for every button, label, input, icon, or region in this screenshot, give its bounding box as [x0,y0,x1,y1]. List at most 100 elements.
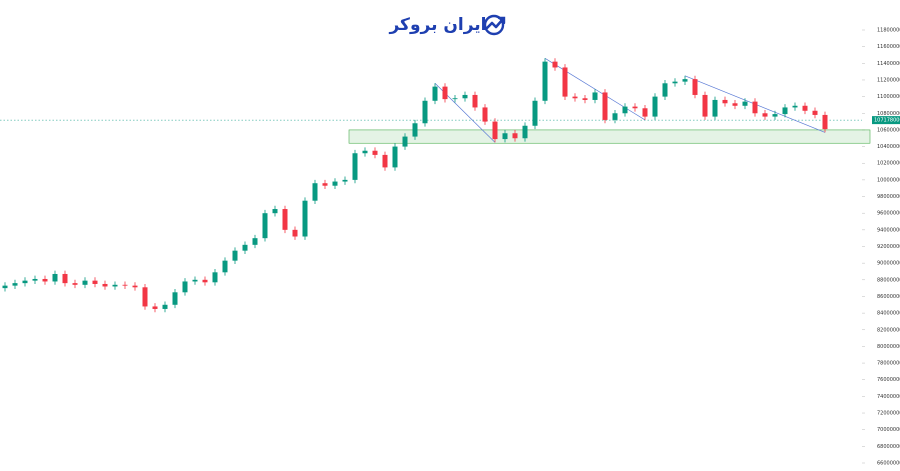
candle-body [502,133,508,140]
y-tick-label: 118000000 [877,28,900,34]
candle-body [652,96,658,117]
candle-body [552,61,558,68]
candle-body [282,209,288,230]
candle-body [642,108,648,117]
candle-body [162,304,168,309]
candle-body [242,244,248,251]
candle-body [22,280,28,284]
candle-body [462,94,468,99]
support-zone [348,129,871,144]
candle-body [2,285,8,289]
candle-body [682,79,688,82]
y-tick-label: 112000000 [877,77,900,83]
y-tick-label: 80000000 [877,344,900,350]
candle-body [622,106,628,114]
y-tick-label: 86000000 [877,294,900,300]
candle-body [102,283,108,287]
candle-body [272,209,278,214]
candle-body [232,250,238,261]
y-tick-label: 116000000 [877,44,900,50]
candle-body [312,183,318,201]
candle-body [752,101,758,114]
candle-body [202,279,208,283]
candle-body [792,105,798,108]
candle-body [782,107,788,115]
y-tick-label: 90000000 [877,261,900,267]
y-tick-label: 114000000 [877,61,900,67]
candle-body [382,154,388,168]
candle-body [742,101,748,106]
candle-body [442,86,448,100]
y-tick-label: 88000000 [877,277,900,283]
candle-body [112,284,118,287]
price-label-box [872,116,900,125]
candle-body [592,92,598,100]
y-tick-label: 78000000 [877,361,900,367]
candle-body [562,67,568,97]
candle-body [692,79,698,95]
candle-body [332,181,338,186]
y-tick-label: 96000000 [877,211,900,217]
y-tick-label: 102000000 [877,161,900,167]
y-tick-label: 100000000 [877,177,900,183]
candle-body [522,125,528,139]
y-tick-label: 108000000 [877,111,900,117]
candle-body [672,81,678,84]
candle-body [702,94,708,117]
candle-body [412,123,418,137]
y-tick-label: 70000000 [877,427,900,433]
y-tick-label: 66000000 [877,461,900,467]
candle-body [732,103,738,106]
candle-body [712,99,718,117]
y-tick-label: 84000000 [877,311,900,317]
y-tick-label: 74000000 [877,394,900,400]
y-tick-label: 76000000 [877,377,900,383]
logo: ایران بروکر [388,14,506,36]
candle-body [142,287,148,307]
candle-body [222,260,228,273]
candle-body [172,292,178,305]
y-tick-label: 104000000 [877,144,900,150]
candle-body [32,278,38,281]
candle-body [402,136,408,147]
logo-icon [483,14,506,36]
candle-body [582,98,588,100]
candle-body [252,238,258,245]
y-tick-label: 72000000 [877,411,900,417]
candle-body [512,133,518,139]
candle-body [422,100,428,124]
candle-body [662,83,668,97]
candle-body [352,153,358,180]
y-tick-label: 98000000 [877,194,900,200]
candle-body [602,92,608,120]
y-tick-label: 106000000 [877,127,900,133]
logo-text: ایران بروکر [388,15,486,35]
candle-body [262,213,268,239]
candle-body [302,200,308,237]
candle-body [82,280,88,285]
candle-body [132,285,138,288]
candle-body [152,306,158,309]
candle-body [632,106,638,109]
candle-body [182,281,188,293]
candle-body [722,99,728,104]
candle-body [12,283,18,286]
candle-body [772,114,778,117]
candle-body [542,61,548,101]
candle-body [342,179,348,182]
candle-body [492,121,498,140]
y-tick-label: 82000000 [877,327,900,333]
candle-body [802,105,808,111]
candle-body [122,284,128,286]
candle-body [212,272,218,283]
candle-body [192,279,198,282]
y-tick-label: 94000000 [877,227,900,233]
y-tick-label: 110000000 [877,94,900,100]
candle-body [762,113,768,117]
candle-body [392,146,398,168]
candle-body [482,107,488,122]
candle-body [472,94,478,108]
price-label: 107178000 [874,118,900,124]
